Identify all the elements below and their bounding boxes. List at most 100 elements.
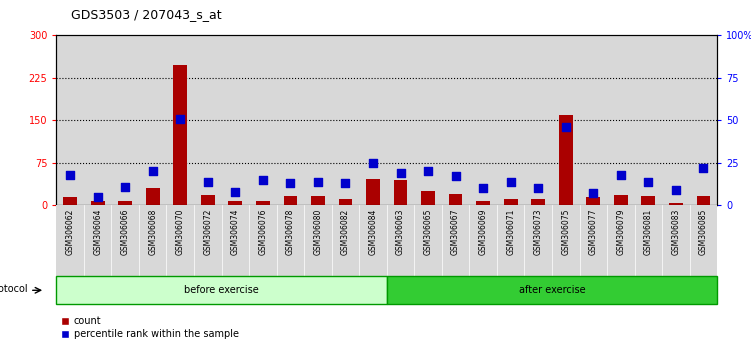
Bar — [587, 198, 600, 205]
Bar — [669, 203, 683, 205]
Text: GSM306077: GSM306077 — [589, 209, 598, 255]
Bar — [387, 276, 717, 304]
Text: GSM306062: GSM306062 — [65, 209, 74, 255]
Bar — [222, 35, 249, 205]
Bar — [119, 201, 132, 205]
Bar — [580, 205, 607, 276]
Bar — [256, 201, 270, 205]
Point — [339, 181, 351, 186]
Text: GSM306083: GSM306083 — [671, 209, 680, 255]
Bar — [276, 205, 304, 276]
Bar — [283, 196, 297, 205]
Text: GSM306072: GSM306072 — [204, 209, 213, 255]
Text: after exercise: after exercise — [519, 285, 585, 295]
Text: GSM306074: GSM306074 — [231, 209, 240, 255]
Bar — [552, 35, 580, 205]
Point — [532, 185, 544, 191]
Bar — [111, 205, 139, 276]
Text: protocol: protocol — [0, 284, 29, 294]
Bar — [332, 205, 359, 276]
Text: GSM306080: GSM306080 — [313, 209, 322, 255]
Bar — [56, 35, 84, 205]
Bar — [641, 196, 655, 205]
Bar — [559, 115, 572, 205]
Bar — [84, 205, 111, 276]
Bar — [91, 201, 104, 205]
Bar — [442, 35, 469, 205]
Point — [559, 124, 572, 130]
Bar — [689, 35, 717, 205]
Point — [146, 169, 158, 174]
Bar — [394, 180, 407, 205]
Bar — [497, 35, 524, 205]
Bar — [139, 35, 167, 205]
Point — [92, 194, 104, 200]
Point — [422, 169, 434, 174]
Point — [174, 116, 186, 121]
Bar — [304, 205, 332, 276]
Bar — [359, 205, 387, 276]
Point — [670, 187, 682, 193]
Text: GSM306085: GSM306085 — [699, 209, 708, 255]
Bar — [449, 194, 463, 205]
Bar — [56, 276, 387, 304]
Bar — [146, 188, 159, 205]
Bar — [524, 35, 552, 205]
Text: GSM306078: GSM306078 — [286, 209, 295, 255]
Point — [642, 179, 654, 184]
Bar — [421, 191, 435, 205]
Bar — [552, 205, 580, 276]
Bar — [359, 35, 387, 205]
Text: GSM306066: GSM306066 — [121, 209, 130, 255]
Bar — [249, 35, 276, 205]
Point — [394, 170, 406, 176]
Bar — [442, 205, 469, 276]
Point — [312, 179, 324, 184]
Point — [505, 179, 517, 184]
Point — [698, 165, 710, 171]
Bar — [696, 196, 710, 205]
Text: GSM306065: GSM306065 — [424, 209, 433, 255]
Text: GSM306067: GSM306067 — [451, 209, 460, 255]
Bar — [249, 205, 276, 276]
Bar — [504, 199, 517, 205]
Bar — [476, 201, 490, 205]
Bar — [194, 205, 222, 276]
Bar — [689, 205, 717, 276]
Bar — [635, 205, 662, 276]
Bar — [469, 205, 497, 276]
Bar — [387, 35, 415, 205]
Bar — [366, 179, 380, 205]
Bar — [63, 198, 77, 205]
Bar — [339, 199, 352, 205]
Bar — [139, 205, 167, 276]
Text: GSM306073: GSM306073 — [534, 209, 543, 255]
Bar — [415, 205, 442, 276]
Text: GSM306068: GSM306068 — [148, 209, 157, 255]
Bar — [662, 205, 689, 276]
Bar — [167, 205, 194, 276]
Bar — [84, 35, 111, 205]
Bar — [56, 205, 84, 276]
Text: GSM306064: GSM306064 — [93, 209, 102, 255]
Bar — [311, 196, 324, 205]
Point — [367, 160, 379, 166]
Bar — [222, 205, 249, 276]
Bar — [635, 35, 662, 205]
Text: GSM306063: GSM306063 — [396, 209, 405, 255]
Point — [119, 184, 131, 189]
Text: before exercise: before exercise — [184, 285, 259, 295]
Legend: count, percentile rank within the sample: count, percentile rank within the sample — [61, 316, 239, 339]
Text: GSM306075: GSM306075 — [561, 209, 570, 255]
Bar — [228, 201, 242, 205]
Bar — [276, 35, 304, 205]
Bar — [662, 35, 689, 205]
Bar — [580, 35, 607, 205]
Point — [450, 173, 462, 179]
Bar — [332, 35, 359, 205]
Text: GSM306081: GSM306081 — [644, 209, 653, 255]
Point — [587, 190, 599, 196]
Text: GSM306079: GSM306079 — [617, 209, 626, 255]
Text: GDS3503 / 207043_s_at: GDS3503 / 207043_s_at — [71, 8, 222, 21]
Text: GSM306082: GSM306082 — [341, 209, 350, 255]
